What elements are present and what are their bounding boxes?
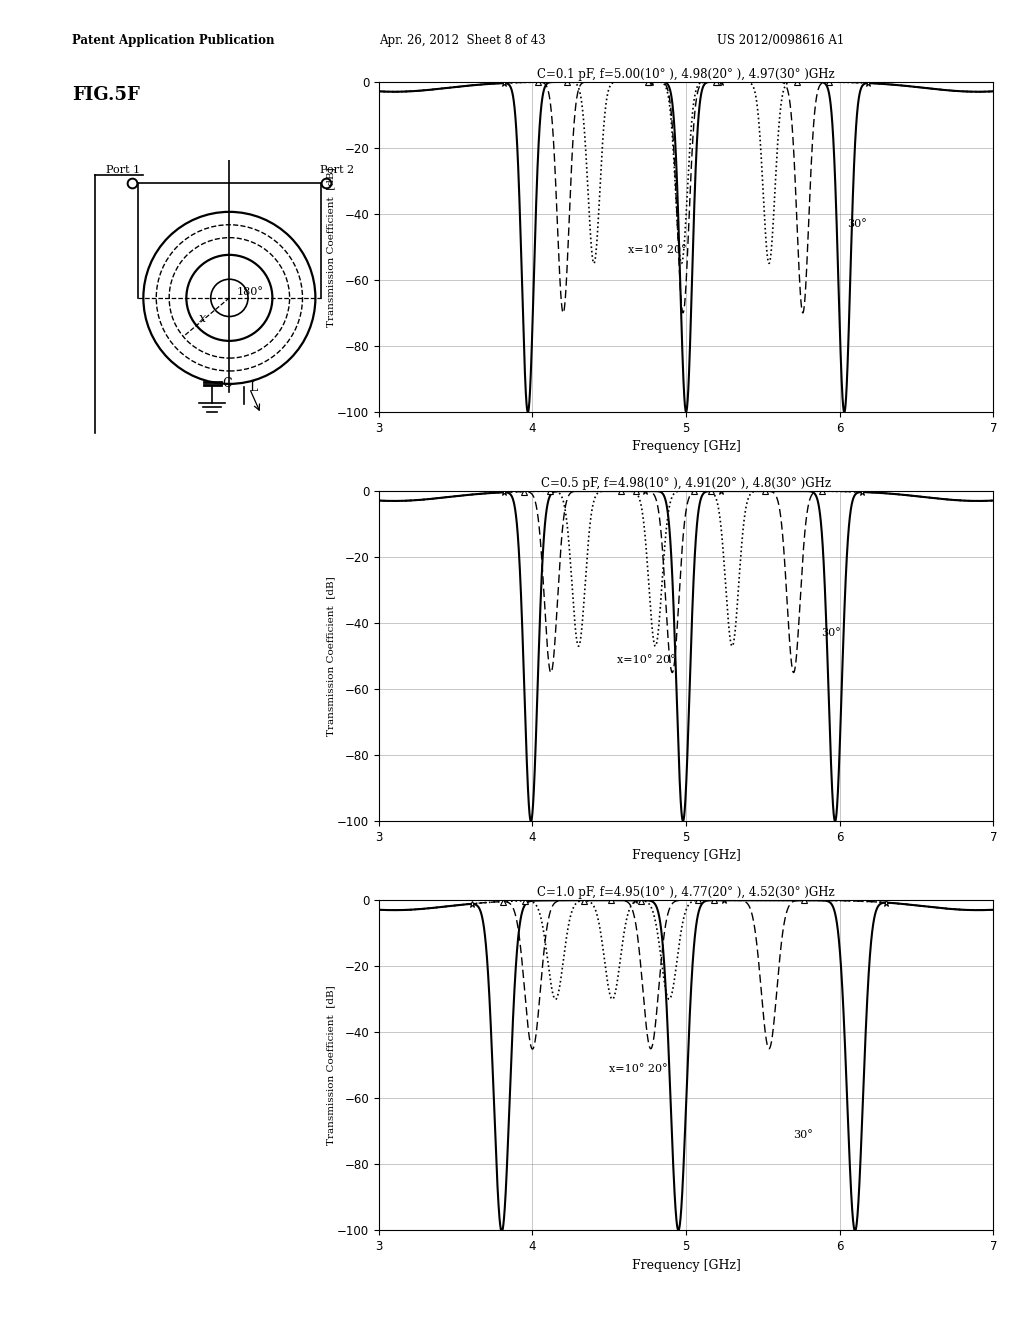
Text: 30°: 30° [821,628,841,639]
Text: Port 1: Port 1 [106,165,140,176]
Text: x: x [200,313,206,325]
Y-axis label: Transmission Coefficient  [dB]: Transmission Coefficient [dB] [327,166,336,327]
Text: C: C [222,376,231,389]
Text: 30°: 30° [848,219,867,230]
Text: Patent Application Publication: Patent Application Publication [72,34,274,48]
Title: C=1.0 pF, f=4.95(10° ), 4.77(20° ), 4.52(30° )GHz: C=1.0 pF, f=4.95(10° ), 4.77(20° ), 4.52… [538,886,835,899]
Title: C=0.5 pF, f=4.98(10° ), 4.91(20° ), 4.8(30° )GHz: C=0.5 pF, f=4.98(10° ), 4.91(20° ), 4.8(… [541,477,831,490]
X-axis label: Frequency [GHz]: Frequency [GHz] [632,1258,740,1271]
Text: Apr. 26, 2012  Sheet 8 of 43: Apr. 26, 2012 Sheet 8 of 43 [379,34,546,48]
Text: US 2012/0098616 A1: US 2012/0098616 A1 [717,34,844,48]
Text: FIG.5F: FIG.5F [72,86,139,104]
Text: x=10° 20°: x=10° 20° [609,1064,668,1074]
Text: L: L [250,381,258,395]
Title: C=0.1 pF, f=5.00(10° ), 4.98(20° ), 4.97(30° )GHz: C=0.1 pF, f=5.00(10° ), 4.98(20° ), 4.97… [538,67,835,81]
Y-axis label: Transmission Coefficient  [dB]: Transmission Coefficient [dB] [327,985,336,1146]
Text: 180°: 180° [237,286,263,297]
X-axis label: Frequency [GHz]: Frequency [GHz] [632,440,740,453]
Text: 30°: 30° [794,1130,813,1140]
X-axis label: Frequency [GHz]: Frequency [GHz] [632,849,740,862]
Y-axis label: Transmission Coefficient  [dB]: Transmission Coefficient [dB] [327,576,336,737]
Text: Port 2: Port 2 [319,165,354,176]
Text: x=10° 20°: x=10° 20° [616,655,676,665]
Text: x=10° 20°: x=10° 20° [628,246,686,256]
